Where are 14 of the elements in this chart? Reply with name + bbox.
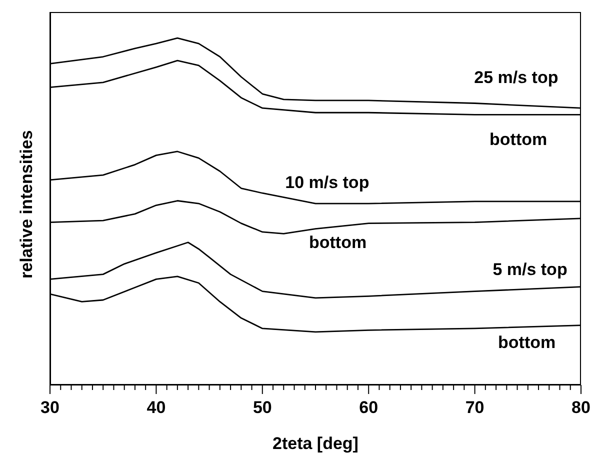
series-label: bottom (498, 333, 556, 354)
series-label: bottom (490, 130, 548, 150)
x-tick-label: 50 (252, 398, 272, 417)
series-label: 25 m/s top (474, 68, 558, 88)
x-tick-label: 40 (146, 398, 166, 417)
x-tick-label: 70 (465, 398, 484, 417)
x-axis-title: 2teta [deg] (272, 434, 358, 453)
x-tick-label: 80 (572, 398, 590, 417)
x-tick-label: 30 (40, 398, 60, 417)
y-axis-title: relative intensities (17, 130, 36, 278)
series-label: 5 m/s top (492, 260, 568, 280)
x-tick-label: 60 (359, 398, 378, 417)
series-label: 10 m/s top (285, 172, 370, 193)
series-label: bottom (309, 233, 367, 254)
